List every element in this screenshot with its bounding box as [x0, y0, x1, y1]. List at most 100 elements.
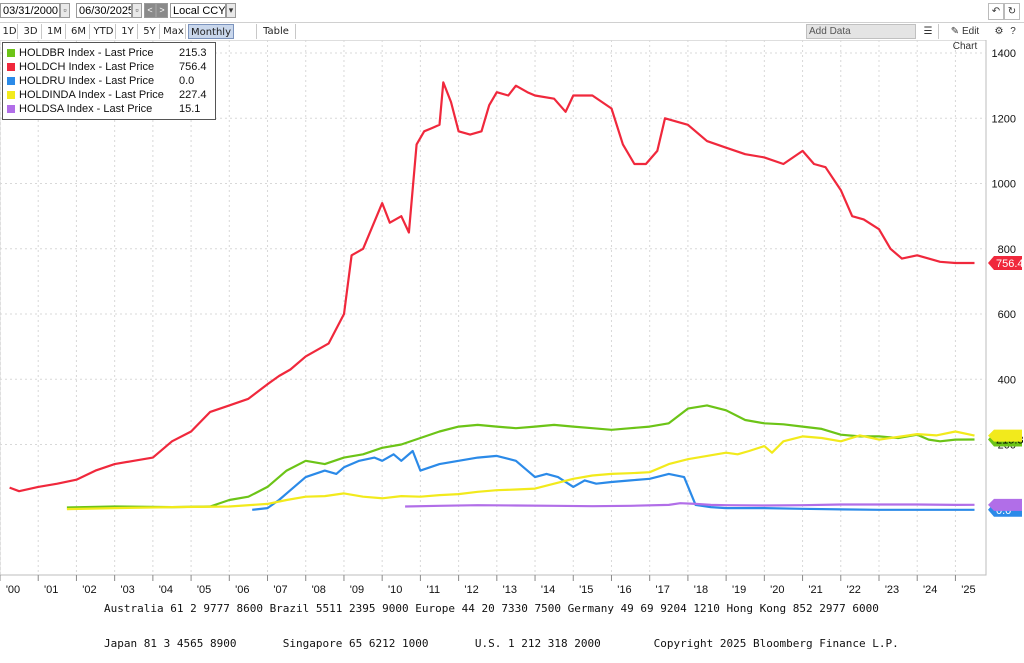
x-tick-label: '01 — [44, 584, 58, 596]
end-date-field[interactable]: 06/30/2025 — [76, 3, 132, 18]
start-date-calendar-icon[interactable]: ▫ — [60, 3, 70, 18]
x-tick-label: '07 — [273, 584, 287, 596]
x-tick-label: '20 — [770, 584, 784, 596]
tab-1y[interactable]: 1Y — [118, 24, 138, 39]
series-line-holdru — [252, 449, 975, 511]
start-date-field[interactable]: 03/31/2000 — [0, 3, 60, 18]
tab-ytd[interactable]: YTD — [92, 24, 116, 39]
tab-max[interactable]: Max — [162, 24, 186, 39]
x-tick-label: '18 — [694, 584, 708, 596]
y-tick-label: 1400 — [992, 48, 1016, 60]
legend-label: HOLDCH Index - Last Price — [19, 61, 155, 73]
edit-chart-label: Edit Chart — [952, 26, 980, 52]
plot-frame — [0, 40, 987, 576]
x-tick-label: '09 — [350, 584, 364, 596]
last-value-flag-holdinda — [988, 429, 1022, 442]
legend-item-holdbr[interactable]: HOLDBR Index - Last Price 215.3 — [7, 46, 207, 60]
x-tick-label: '08 — [312, 584, 326, 596]
end-date-calendar-icon[interactable]: ▫ — [132, 3, 142, 18]
legend-label: HOLDINDA Index - Last Price — [19, 89, 164, 101]
series-line-holdbr — [66, 404, 975, 509]
series-line-holdch — [9, 81, 975, 493]
legend-item-holdch[interactable]: HOLDCH Index - Last Price 756.4 — [7, 60, 207, 74]
chart-toolbar: 03/31/2000 ▫ 06/30/2025 ▫ < > Local CCY … — [0, 0, 1024, 53]
last-value-label-holdch: 756.4 — [988, 256, 1024, 271]
frequency-select[interactable]: Monthly ▼ — [188, 24, 234, 53]
help-icon[interactable]: ? — [1010, 26, 1016, 37]
next-period-icon[interactable]: > — [156, 3, 168, 18]
edit-chart-button[interactable]: ✎ Edit Chart — [938, 24, 991, 52]
legend-swatch — [7, 77, 15, 85]
x-tick-label: '11 — [427, 584, 441, 596]
x-tick-label: '04 — [159, 584, 173, 596]
legend-label: HOLDBR Index - Last Price — [19, 47, 154, 59]
x-tick-label: '03 — [120, 584, 134, 596]
x-tick-label: '22 — [847, 584, 861, 596]
last-value-labels: 756.4215.30.0 — [988, 256, 1024, 517]
x-tick-label: '05 — [197, 584, 211, 596]
line-chart: 200400600800100012001400 '00'01'02'03'04… — [0, 40, 1024, 596]
x-axis-ticks: '00 '01 '02 '03 '04 '05 '06 '07 '08 '09 '10 '11 '12 '… — [0, 575, 976, 596]
tab-1d[interactable]: 1D — [2, 24, 18, 39]
x-tick-label: '14 — [541, 584, 555, 596]
x-tick-label: '02 — [82, 584, 96, 596]
toolbar-row-periods: 1D 3D 1M 6M YTD 1Y 5Y Max Monthly ▼ Tabl… — [0, 22, 1024, 53]
tab-1m[interactable]: 1M — [44, 24, 66, 39]
footer-contacts-line1: Australia 61 2 9777 8600 Brazil 5511 239… — [104, 602, 879, 615]
x-tick-label: '25 — [961, 584, 975, 596]
x-tick-label: '19 — [732, 584, 746, 596]
legend-value: 756.4 — [179, 61, 207, 73]
x-tick-label: '21 — [808, 584, 822, 596]
x-tick-label: '16 — [617, 584, 631, 596]
tab-5y[interactable]: 5Y — [140, 24, 160, 39]
x-tick-label: '13 — [503, 584, 517, 596]
y-tick-label: 1000 — [992, 179, 1016, 191]
settings-icon[interactable]: ⚙ — [994, 26, 1004, 37]
last-value-flag-holdsa — [988, 498, 1022, 511]
frequency-label: Monthly — [190, 27, 232, 38]
legend-item-holdru[interactable]: HOLDRU Index - Last Price 0.0 — [7, 74, 194, 88]
legend-swatch — [7, 105, 15, 113]
legend-item-holdinda[interactable]: HOLDINDA Index - Last Price 227.4 — [7, 88, 207, 102]
x-tick-label: '00 — [6, 584, 20, 596]
x-tick-label: '24 — [923, 584, 937, 596]
x-tick-label: '23 — [885, 584, 899, 596]
chart-legend[interactable]: HOLDBR Index - Last Price 215.3 HOLDCH In… — [2, 42, 216, 120]
series-line-holdinda — [66, 430, 975, 511]
refresh-icon[interactable]: ↻ — [1004, 3, 1020, 20]
menu-icon[interactable]: ☰ — [923, 26, 933, 37]
x-tick-label: '17 — [656, 584, 670, 596]
toolbar-row-dates: 03/31/2000 ▫ 06/30/2025 ▫ < > Local CCY … — [0, 3, 1024, 21]
last-value-text: 756.4 — [996, 258, 1024, 270]
x-tick-label: '12 — [464, 584, 478, 596]
table-button[interactable]: Table — [256, 24, 296, 39]
legend-item-holdsa[interactable]: HOLDSA Index - Last Price 15.1 — [7, 102, 200, 116]
series-line-holdsa — [405, 502, 975, 508]
legend-label: HOLDSA Index - Last Price — [19, 103, 153, 115]
chart-grid — [0, 40, 987, 576]
prev-period-icon[interactable]: < — [144, 3, 156, 18]
chart-series-lines — [9, 81, 975, 511]
x-tick-label: '15 — [579, 584, 593, 596]
legend-value: 215.3 — [179, 47, 207, 59]
currency-dropdown-icon[interactable]: ▾ — [226, 3, 236, 18]
legend-value: 227.4 — [179, 89, 207, 101]
legend-label: HOLDRU Index - Last Price — [19, 75, 155, 87]
legend-swatch — [7, 63, 15, 71]
footer-contacts-line2: Japan 81 3 4565 8900 Singapore 65 6212 1… — [104, 637, 899, 650]
add-data-input[interactable]: Add Data — [806, 24, 916, 39]
y-tick-label: 400 — [998, 374, 1016, 386]
legend-swatch — [7, 91, 15, 99]
y-axis-ticks: 200400600800100012001400 — [992, 48, 1016, 451]
y-tick-label: 1200 — [992, 113, 1016, 125]
last-value-flag — [988, 256, 1022, 271]
tab-6m[interactable]: 6M — [68, 24, 90, 39]
legend-swatch — [7, 49, 15, 57]
y-tick-label: 800 — [998, 244, 1016, 256]
tab-3d[interactable]: 3D — [20, 24, 42, 39]
currency-select[interactable]: Local CCY — [170, 3, 226, 18]
legend-value: 0.0 — [179, 75, 195, 87]
undo-icon[interactable]: ↶ — [988, 3, 1004, 20]
x-tick-label: '10 — [388, 584, 402, 596]
x-tick-label: '06 — [235, 584, 249, 596]
